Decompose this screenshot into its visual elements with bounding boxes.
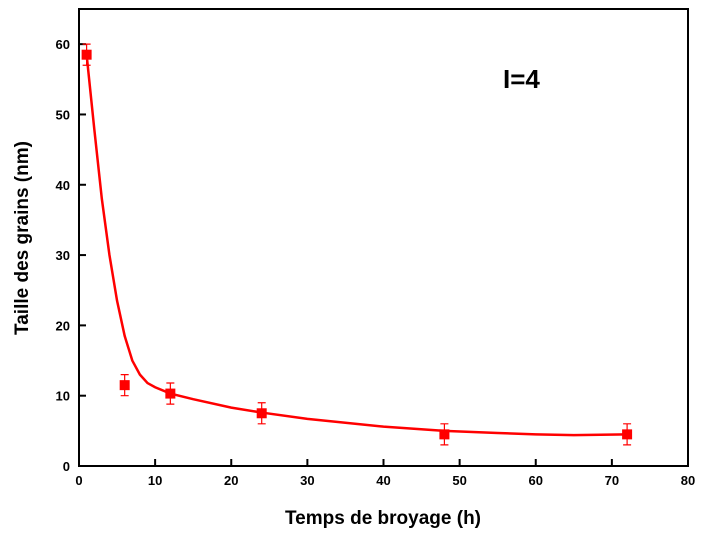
annotation: I=4: [503, 64, 540, 94]
y-tick-label: 10: [56, 389, 70, 404]
data-point: [119, 380, 130, 391]
x-axis-label: Temps de broyage (h): [285, 508, 481, 529]
data-point: [165, 388, 176, 399]
x-tick-label: 80: [681, 473, 695, 488]
y-tick-label: 30: [56, 248, 70, 263]
x-tick-label: 20: [224, 473, 238, 488]
x-tick-label: 10: [148, 473, 162, 488]
fit-curve: [85, 54, 628, 437]
x-tick-label: 60: [529, 473, 543, 488]
y-tick-label: 60: [56, 37, 70, 52]
x-tick-label: 40: [376, 473, 390, 488]
data-point: [256, 408, 267, 419]
data-point: [81, 49, 92, 60]
data-point: [622, 429, 633, 440]
y-tick-label: 40: [56, 178, 70, 193]
y-tick-label: 50: [56, 107, 70, 122]
x-tick-label: 50: [452, 473, 466, 488]
data-point: [439, 429, 450, 440]
y-tick-label: 0: [63, 459, 70, 474]
x-tick-label: 0: [75, 473, 82, 488]
y-axis-label: Taille des grains (nm): [12, 141, 33, 335]
y-tick-label: 20: [56, 318, 70, 333]
x-tick-label: 30: [300, 473, 314, 488]
x-tick-label: 70: [605, 473, 619, 488]
